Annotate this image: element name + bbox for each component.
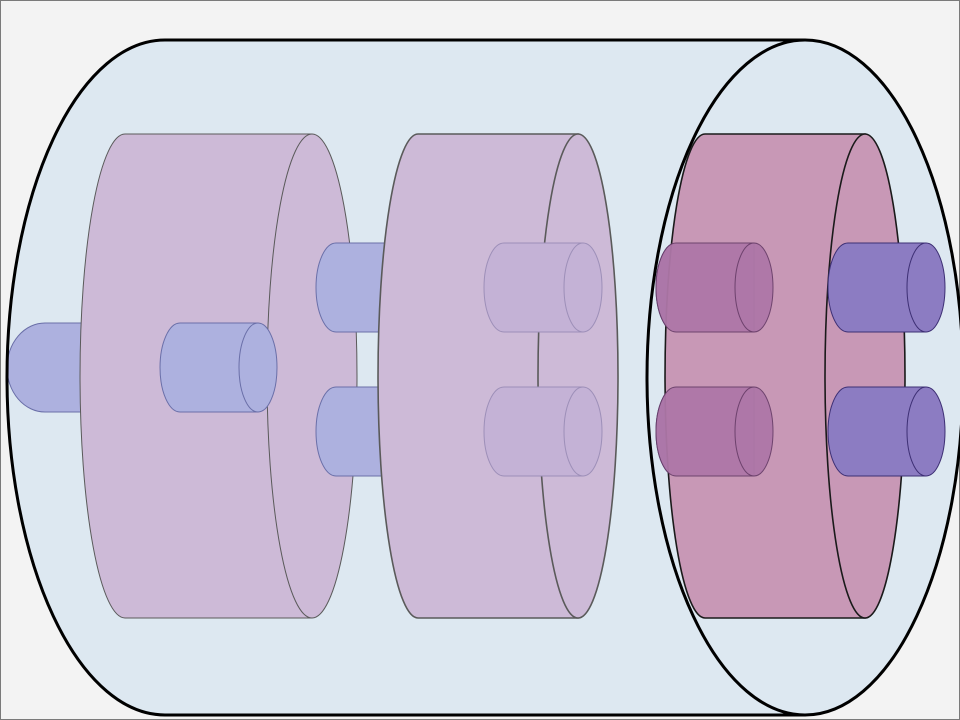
peg-pair-disk2-upper — [483, 242, 603, 333]
outer-cylinder-outline — [5, 38, 960, 717]
disk-3-front — [664, 133, 906, 619]
disk-3-cap — [824, 133, 906, 619]
peg-pair-disk2-lower — [483, 386, 603, 477]
disk-2-cap — [537, 133, 619, 619]
peg-overlap-upper — [655, 242, 774, 333]
axle-peg-middle-left — [159, 322, 278, 413]
disk-2 — [377, 133, 619, 619]
peg-pair-disk3-right-upper — [827, 242, 946, 333]
peg-pair-disk3-right-lower — [827, 386, 946, 477]
disk-1-cap — [266, 133, 358, 619]
peg-overlap-lower — [655, 386, 774, 477]
